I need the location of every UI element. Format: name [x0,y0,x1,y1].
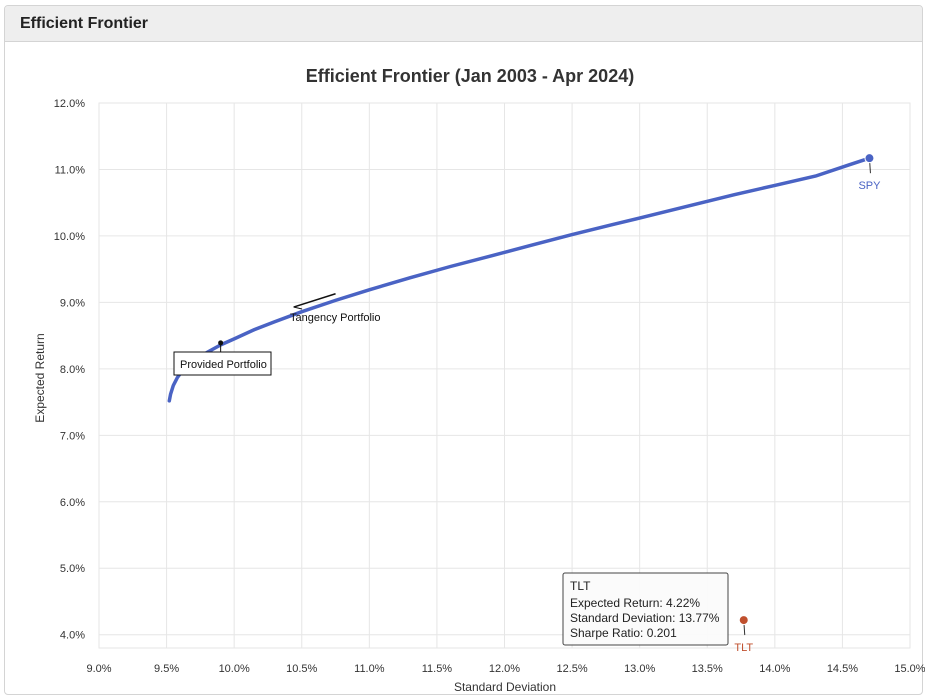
x-tick-label: 10.0% [219,663,250,675]
tooltip-line-return: Expected Return: 4.22% [570,596,700,610]
tooltip: TLT Expected Return: 4.22% Standard Devi… [562,572,729,646]
y-tick-label: 4.0% [60,630,85,642]
spy-point[interactable] [864,153,875,164]
panel-title: Efficient Frontier [5,6,922,42]
y-axis-title: Expected Return [33,333,47,422]
tooltip-line-sharpe: Sharpe Ratio: 0.201 [570,626,677,640]
x-tick-label: 9.0% [86,663,111,675]
tooltip-line-stdev: Standard Deviation: 13.77% [570,611,720,625]
y-tick-label: 10.0% [54,231,85,243]
tangency-marker [293,293,336,308]
x-axis-title: Standard Deviation [454,680,556,694]
x-tick-label: 11.5% [422,663,453,675]
y-tick-label: 11.0% [55,164,86,176]
x-tick-label: 9.5% [154,663,179,675]
x-tick-label: 10.5% [286,663,317,675]
y-tick-label: 5.0% [60,563,85,575]
x-tick-label: 13.5% [692,663,723,675]
x-tick-label: 14.0% [759,663,790,675]
y-tick-label: 9.0% [60,297,85,309]
tlt-point[interactable] [738,615,749,626]
frontier-series[interactable] [167,156,872,403]
y-tick-label: 12.0% [54,98,85,110]
x-tick-label: 12.5% [556,663,587,675]
x-tick-label: 13.0% [624,663,655,675]
tooltip-box [562,572,729,646]
provided-label-box [173,351,272,376]
chart-panel: Efficient Frontier [4,5,923,695]
y-tick-label: 6.0% [60,497,85,509]
x-tick-label: 12.0% [489,663,520,675]
spy-label: SPY [858,180,881,192]
annotations: Tangency Portfolio Provided Portfolio [173,293,381,376]
y-tick-label: 7.0% [60,430,85,442]
x-tick-label: 14.5% [827,663,858,675]
frontier-line[interactable] [167,156,872,403]
chart-title: Efficient Frontier (Jan 2003 - Apr 2024) [306,66,634,86]
tangency-connector [293,306,303,310]
grid-lines [98,102,911,649]
tooltip-title: TLT [570,579,591,593]
x-tick-label: 15.0% [894,663,925,675]
tangency-label: Tangency Portfolio [290,312,381,324]
x-tick-label: 11.0% [354,663,385,675]
asset-points[interactable]: SPY TLT [734,153,881,654]
y-tick-label: 8.0% [60,364,85,376]
tlt-label: TLT [734,642,753,654]
x-axis-ticks: 9.0% 9.5% 10.0% 10.5% 11.0% 11.5% 12.0% 12.5% 13… [86,663,925,675]
y-axis-ticks: 4.0% 5.0% 6.0% 7.0% 8.0% 9.0% 10.0% 11.0% 12.0% [54,98,85,642]
provided-portfolio-label: Provided Portfolio [180,359,267,371]
